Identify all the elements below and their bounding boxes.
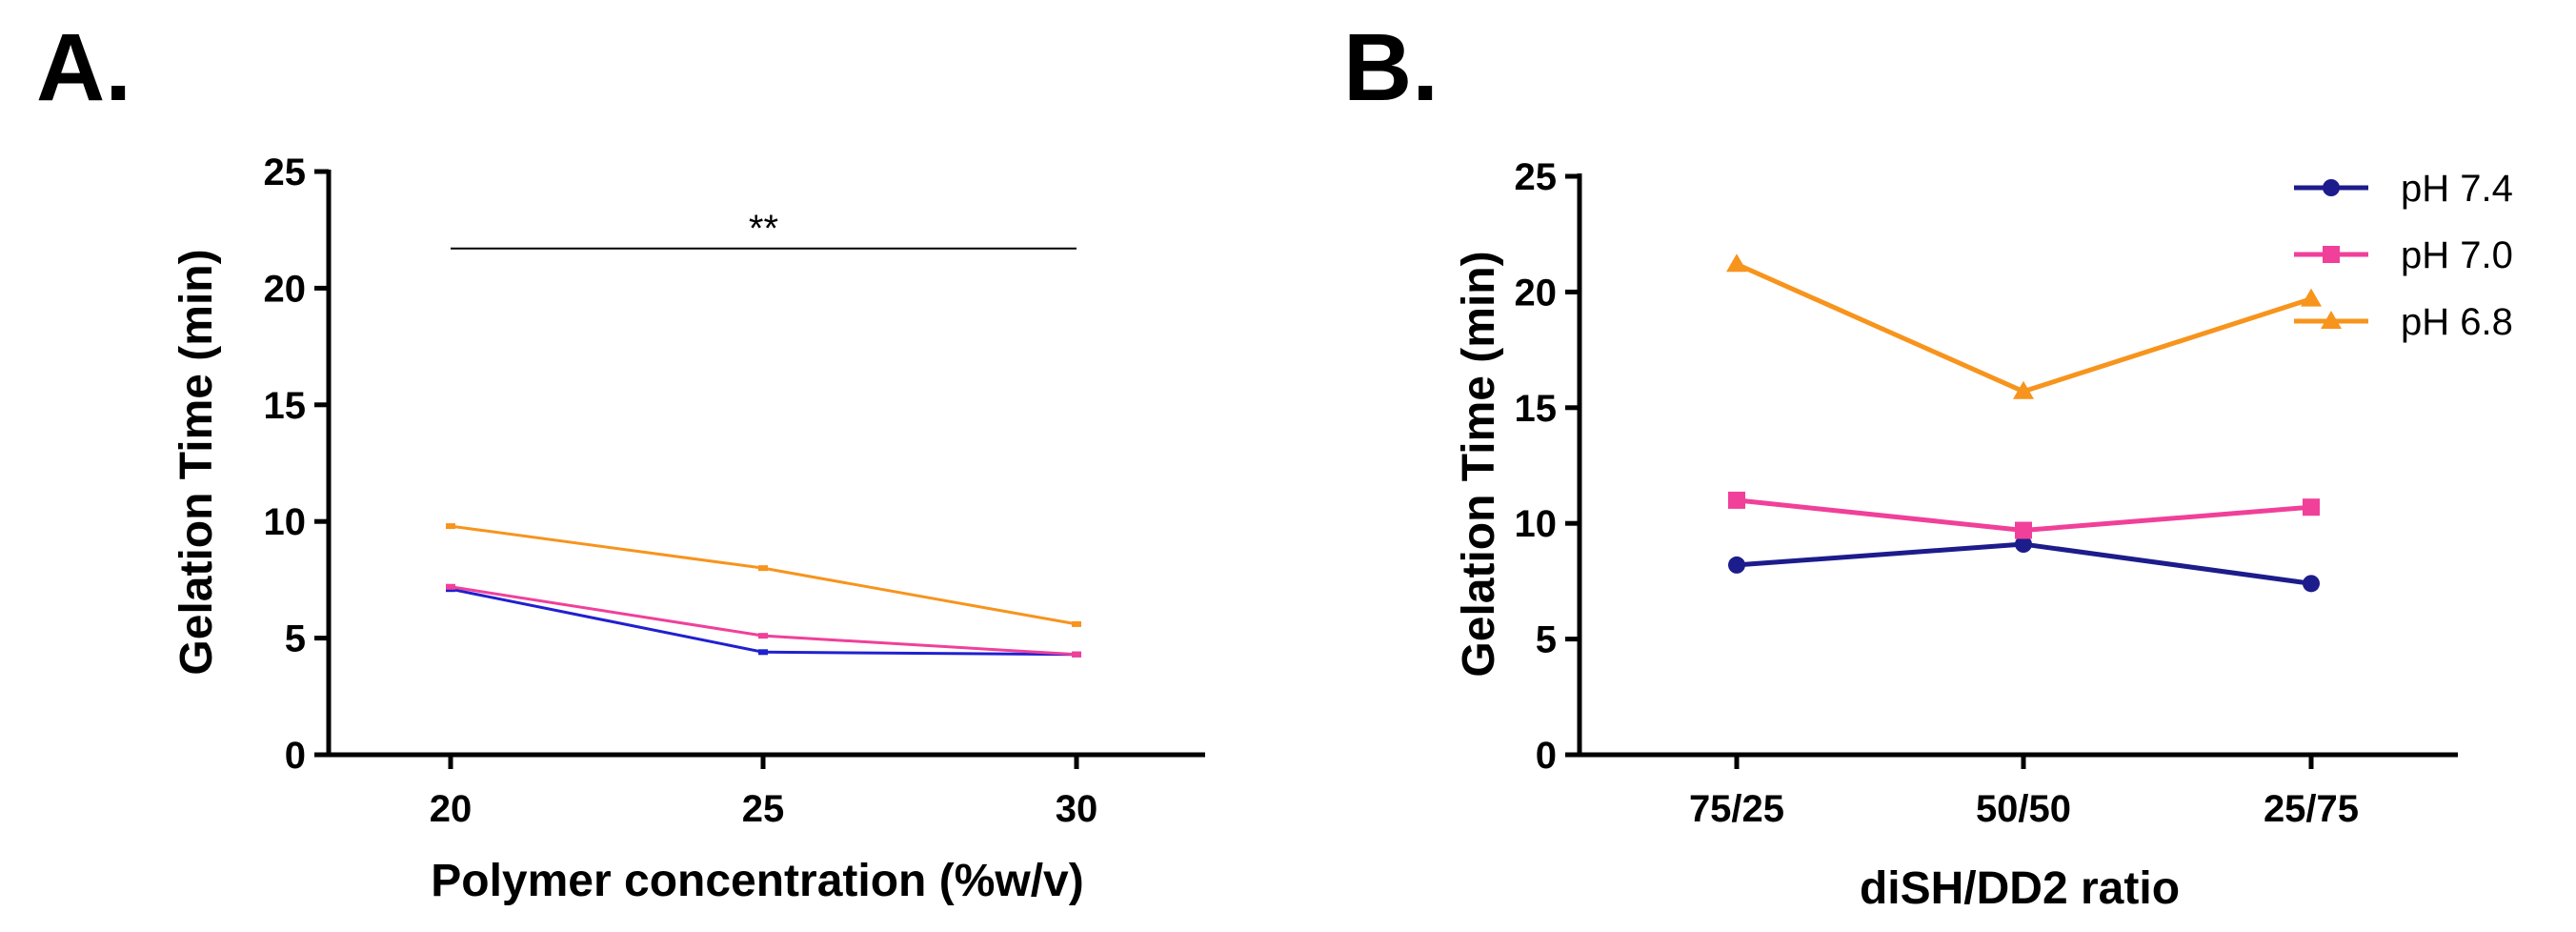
legend-label-ph-7-0: pH 7.0 [2401,234,2513,276]
panel-a-y-title: Gelation Time (min) [171,249,222,675]
y-tick-label: 0 [285,735,306,777]
legend-marker-ph-7-4 [2323,179,2340,196]
data-point-ph-6-8 [2301,288,2322,307]
x-tick-label: 25/75 [2264,788,2359,830]
y-tick-label: 20 [264,268,307,310]
panel-b-series [1726,253,2322,593]
panel-a: A. 0 5 10 15 20 25 20 25 30 ** Polymer concentr… [36,14,1205,906]
data-point-ph-7-0 [1728,491,1745,509]
series-line-ph-7-4 [450,587,1077,657]
panel-a-label: A. [36,14,131,121]
x-tick-label: 75/25 [1689,788,1784,830]
data-point-ph-7-4 [2015,536,2032,554]
x-tick-label: 20 [430,788,473,830]
x-tick-label: 30 [1056,788,1098,830]
panel-a-series [446,523,1081,658]
series-line-ph-6-8 [1735,261,2312,395]
legend-marker-ph-7-0 [2323,246,2340,263]
panel-b-label: B. [1343,14,1439,121]
panel-b-y-title: Gelation Time (min) [1454,251,1504,677]
legend-marker-ph-6-8 [2321,311,2342,329]
panel-a-y-ticks: 0 5 10 15 20 25 [264,152,329,777]
data-point-ph-6-8 [1726,253,1747,273]
y-tick-label: 15 [1515,388,1558,430]
panel-b-legend: pH 7.4 pH 7.0 pH 6.8 [2294,168,2513,343]
y-tick-label: 25 [264,152,307,193]
panel-a-x-ticks: 20 25 30 [430,755,1098,830]
panel-a-x-title: Polymer concentration (%w/v) [431,856,1083,906]
panel-b-y-ticks: 0 5 10 15 20 25 [1515,156,1580,777]
y-tick-label: 10 [1515,503,1558,545]
y-tick-label: 20 [1515,272,1558,314]
panel-b: B. 0 5 10 15 20 25 75/25 50/50 25/75 diSH/DD2 r… [1343,14,2513,914]
y-tick-label: 5 [1536,619,1557,661]
x-tick-label: 50/50 [1976,788,2071,830]
panel-a-significance-label: ** [749,208,778,250]
legend-label-ph-6-8: pH 6.8 [2401,301,2513,343]
data-point-ph-7-4 [2303,575,2320,593]
legend-label-ph-7-4: pH 7.4 [2401,168,2513,210]
y-tick-label: 10 [264,501,307,543]
y-tick-label: 15 [264,385,307,427]
panel-b-x-title: diSH/DD2 ratio [1860,863,2180,914]
data-point-ph-6-8 [2013,380,2034,399]
data-point-ph-7-0 [2303,498,2320,517]
series-line-ph-7-0 [450,585,1077,657]
data-point-ph-7-4 [1728,556,1745,574]
panel-b-x-ticks: 75/25 50/50 25/75 [1689,755,2359,830]
data-point-ph-7-0 [2015,521,2032,539]
x-tick-label: 25 [742,788,785,830]
y-tick-label: 0 [1536,735,1557,777]
y-tick-label: 25 [1515,156,1558,198]
y-tick-label: 5 [285,618,306,660]
